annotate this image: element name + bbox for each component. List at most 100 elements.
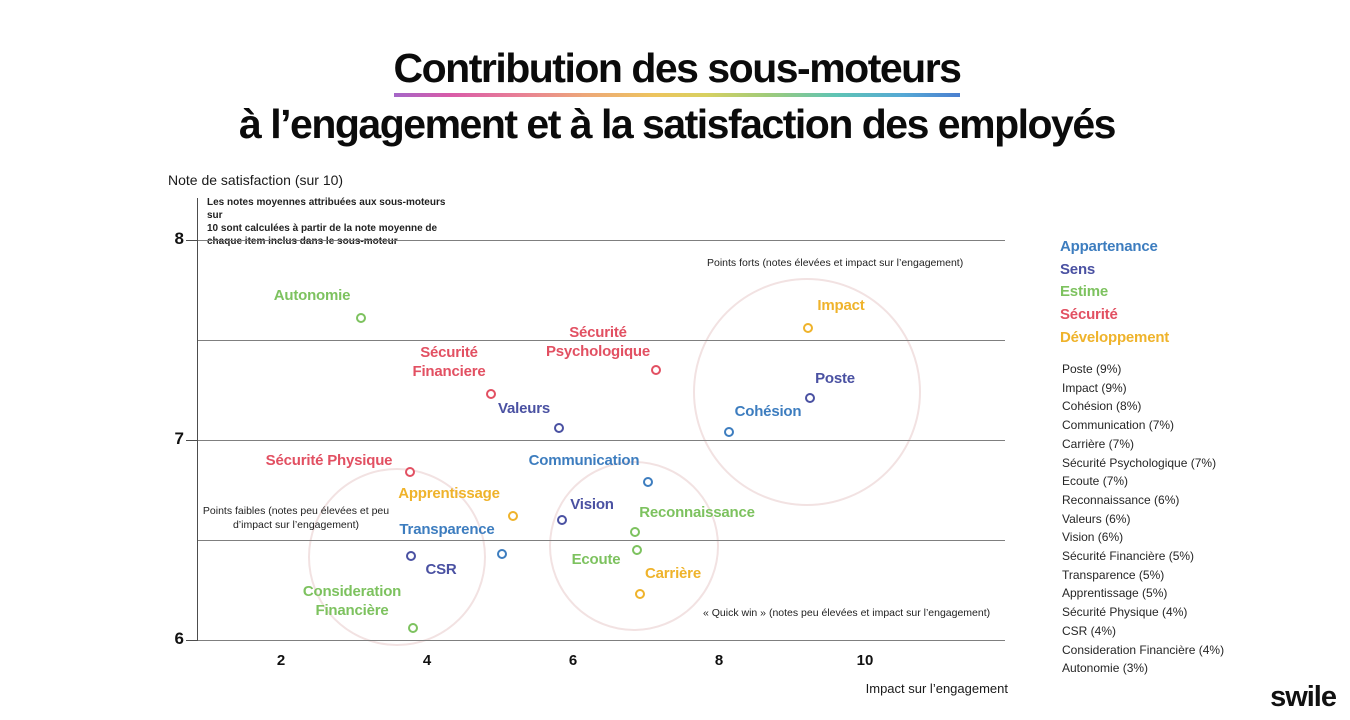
data-point-poste xyxy=(805,392,816,403)
ranking-item: Vision (6%) xyxy=(1062,530,1124,545)
annotation-quick-win: « Quick win » (notes peu élevées et impa… xyxy=(703,607,991,619)
annotation-line: Points faibles (notes peu élevées et peu xyxy=(202,505,390,517)
point-label-line: Apprentissage xyxy=(398,485,500,502)
data-point-apprentissage xyxy=(507,510,518,521)
point-label-line: CSR xyxy=(425,561,457,578)
point-label-line: Financière xyxy=(315,601,389,619)
legend-category-sens: Sens xyxy=(1060,260,1096,278)
annotation-points-forts: Points forts (notes élevées et impact su… xyxy=(707,257,964,269)
point-label-line: Communication xyxy=(528,452,640,469)
title-block: Contribution des sous-moteurs à l’engage… xyxy=(0,46,1350,147)
title-text-line1: Contribution des sous-moteurs xyxy=(393,45,962,91)
page-title-line2: à l’engagement et à la satisfaction des … xyxy=(239,101,1116,147)
data-point-ecoute xyxy=(632,544,643,555)
point-label-line: Psychologique xyxy=(545,342,651,360)
legend-category-développement: Développement xyxy=(1060,328,1170,346)
point-label-sécurité-physique: Sécurité Physique xyxy=(266,452,393,471)
point-label-line: Ecoute xyxy=(571,551,621,568)
ranking-item: Sécurité Psychologique (7%) xyxy=(1062,455,1217,470)
legend-categories: Appartenance Sens Estime Sécurité Développem… xyxy=(1060,236,1169,350)
gridline-y-7.5 xyxy=(197,340,1005,341)
ranking-item: Cohésion (8%) xyxy=(1062,399,1142,414)
note-line: chaque item inclus dans le sous-moteur xyxy=(207,236,398,247)
y-tickmark-6 xyxy=(186,640,197,641)
swile-logo: swile xyxy=(1270,681,1337,713)
ranking-item: Poste (9%) xyxy=(1062,362,1122,376)
data-point-vision xyxy=(557,514,568,525)
ranking-item: Sécurité Financière (5%) xyxy=(1062,549,1195,564)
data-point-sécurité-physique xyxy=(404,466,415,477)
data-point-transparence xyxy=(496,548,507,559)
data-point-cohésion xyxy=(724,426,735,437)
data-point-sécurité-psychologique xyxy=(651,364,662,375)
point-label-line: Poste xyxy=(815,370,855,387)
x-axis-title: Impact sur l’engagement xyxy=(865,681,1008,696)
y-axis-title: Note de satisfaction (sur 10) xyxy=(168,172,344,188)
point-label-cohésion: Cohésion xyxy=(735,403,802,422)
gridline-y-8 xyxy=(197,240,1005,241)
point-label-communication: Communication xyxy=(529,452,640,471)
data-point-consideration-financière xyxy=(407,622,418,633)
title-gradient-underline: Contribution des sous-moteurs xyxy=(393,45,962,97)
data-point-reconnaissance xyxy=(629,526,640,537)
gridline-y-7 xyxy=(197,440,1005,441)
page-title-line1: Contribution des sous-moteurs xyxy=(0,46,1350,97)
highlight-circle-points-faibles xyxy=(308,468,486,646)
ranking-item: Apprentissage (5%) xyxy=(1062,586,1168,601)
y-axis-line xyxy=(197,198,198,641)
point-label-line: Vision xyxy=(570,496,614,513)
data-point-impact xyxy=(802,322,813,333)
data-point-csr xyxy=(406,550,417,561)
highlight-circle-points-forts xyxy=(693,278,921,506)
x-tick-label-10: 10 xyxy=(856,652,874,669)
y-tick-label-7: 7 xyxy=(174,429,184,448)
ranking-item: Carrière (7%) xyxy=(1062,436,1135,451)
driver-ranking-list: Poste (9%) Impact (9%) Cohésion (8%) Commun… xyxy=(1062,360,1224,678)
point-label-valeurs: Valeurs xyxy=(498,400,550,419)
ranking-item: Autonomie (3%) xyxy=(1062,661,1149,676)
ranking-item: Sécurité Physique (4%) xyxy=(1062,605,1188,620)
point-label-apprentissage: Apprentissage xyxy=(398,485,500,504)
data-point-sécurité-financiere xyxy=(486,388,497,399)
ranking-item: Ecoute (7%) xyxy=(1062,474,1129,489)
x-tick-label-8: 8 xyxy=(714,652,724,669)
point-label-impact: Impact xyxy=(817,297,864,316)
methodology-note: Les notes moyennes attribuées aux sous-m… xyxy=(207,196,452,248)
point-label-line: Cohésion xyxy=(734,403,802,420)
data-point-valeurs xyxy=(554,422,565,433)
point-label-line: Sécurité xyxy=(420,344,478,361)
ranking-item: Communication (7%) xyxy=(1062,418,1175,433)
point-label-line: Valeurs xyxy=(498,400,550,417)
point-label-ecoute: Ecoute xyxy=(572,551,621,570)
x-tick-label-2: 2 xyxy=(276,652,286,669)
note-line: 10 sont calculées à partir de la note mo… xyxy=(207,223,438,234)
data-point-communication xyxy=(642,476,653,487)
legend-category-appartenance: Appartenance xyxy=(1060,238,1158,255)
point-label-line: Sécurité Physique xyxy=(265,452,393,469)
point-label-csr: CSR xyxy=(425,561,456,580)
ranking-item: Consideration Financière (4%) xyxy=(1062,642,1225,657)
x-tick-label-4: 4 xyxy=(422,652,432,669)
annotation-line: d’impact sur l’engagement) xyxy=(232,518,360,531)
point-label-line: Sécurité xyxy=(569,324,627,341)
x-tick-label-6: 6 xyxy=(568,652,578,669)
data-point-carrière xyxy=(634,588,645,599)
ranking-item: Reconnaissance (6%) xyxy=(1062,492,1180,507)
point-label-consideration-financière: Consideration Financière xyxy=(303,583,401,620)
point-label-autonomie: Autonomie xyxy=(274,287,351,306)
point-label-reconnaissance: Reconnaissance xyxy=(639,504,755,523)
point-label-line: Consideration xyxy=(302,583,402,600)
point-label-vision: Vision xyxy=(570,496,614,515)
annotation-points-faibles: Points faibles (notes peu élevées et peu… xyxy=(201,505,391,532)
ranking-item: Valeurs (6%) xyxy=(1062,511,1131,526)
point-label-line: Financiere xyxy=(412,362,486,380)
point-label-sécurité-financiere: Sécurité Financiere xyxy=(412,344,485,381)
note-line: Les notes moyennes attribuées aux sous-m… xyxy=(207,197,446,221)
y-tick-label-8: 8 xyxy=(174,229,184,248)
point-label-line: Carrière xyxy=(645,565,701,582)
point-label-poste: Poste xyxy=(815,370,855,389)
legend-category-sécurité: Sécurité xyxy=(1060,306,1118,324)
data-point-autonomie xyxy=(355,312,366,323)
y-tickmark-8 xyxy=(186,240,197,241)
